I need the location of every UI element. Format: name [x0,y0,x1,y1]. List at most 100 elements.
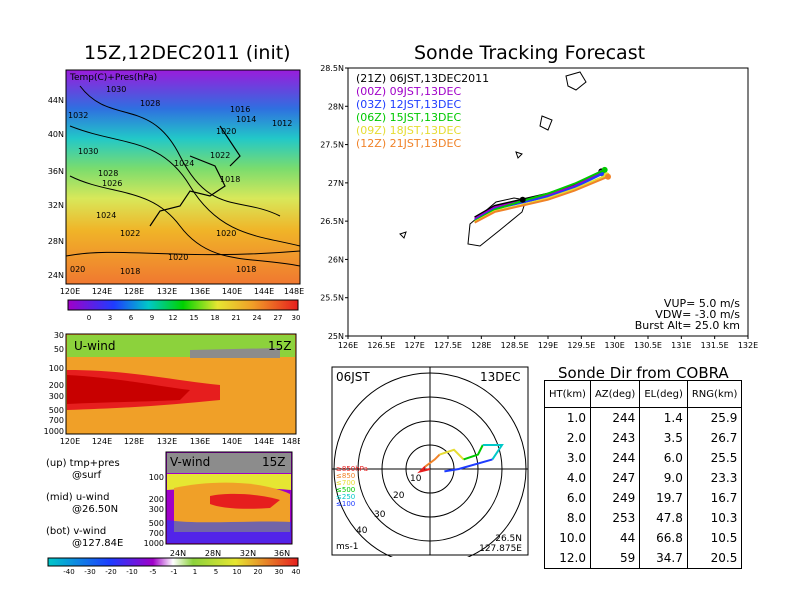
vwind-lat-axis: 24N 28N 32N 36N [170,549,290,558]
svg-text:12: 12 [169,314,178,322]
svg-text:≤100: ≤100 [336,500,355,508]
map-legend: Temp(C)+Pres(hPa) [69,73,157,83]
table-cell: 16.7 [686,488,743,508]
surface-map: 1030 1028 1032 1016 1014 1012 1020 1030 … [48,69,304,322]
table-cell: 3.0 [544,448,591,468]
temp-colorbar [67,299,299,311]
table-cell: 3.5 [639,428,688,448]
svg-text:32N: 32N [48,201,64,210]
table-cell: 1.4 [639,407,688,428]
isobar-label: 1020 [216,127,236,136]
x-tick-label: 128.5E [501,341,529,350]
svg-text:5: 5 [214,568,218,576]
table-cell: 26.7 [686,428,743,448]
isobar-label: 1018 [120,267,140,276]
table-row: 10.0 44 66.8 10.5 [544,528,743,548]
table-cell: 243 [589,428,641,448]
svg-text:15: 15 [190,314,199,322]
isobar-label: 020 [70,265,85,274]
map-title: 15Z,12DEC2011 (init) [84,42,291,64]
isobar-label: 1028 [140,99,160,108]
launch-params: VUP= 5.0 m/s VDW= -3.0 m/s Burst Alt= 25… [635,297,741,332]
x-tick-label: 131E [671,341,691,350]
svg-text:40N: 40N [48,130,64,139]
svg-text:≤250: ≤250 [336,493,355,501]
svg-text:40: 40 [356,526,368,536]
isobar-label: 1022 [210,151,230,160]
track-line [474,168,606,223]
cobra-table: HT(km) AZ(deg) EL(deg) RNG(km) 1.0 244 1.4… [544,380,743,569]
tracking-title: Sonde Tracking Forecast [414,42,646,64]
vwind-colorbar: -40 -30 -20 -10 -5 -1 1 5 10 20 30 40 [47,557,301,576]
svg-text:200: 200 [49,381,64,390]
isobar-label: 1032 [68,111,88,120]
col-header: AZ(deg) [589,380,641,408]
svg-text:21: 21 [232,314,241,322]
svg-text:24: 24 [253,314,262,322]
table-cell: 10.3 [686,508,743,528]
svg-text:1000: 1000 [44,427,64,436]
uwind-lon-axis: 120E 124E 128E 132E 136E 140E 144E 148E [60,437,300,446]
svg-text:-10: -10 [126,568,137,576]
x-tick-label: 127.5E [434,341,462,350]
legend-entry: (03Z) 12JST,13DEC [356,98,461,111]
svg-text:300: 300 [149,505,164,514]
track-endpoint [601,166,608,173]
svg-text:124E: 124E [92,287,112,296]
note-up: (up) tmp+pres [46,458,120,469]
table-cell: 10.0 [544,528,591,548]
svg-text:40: 40 [292,568,301,576]
y-tick-label: 25.5N [320,294,344,303]
temp-colorbar-labels: 0 3 6 9 12 15 18 21 24 27 30 [87,314,301,322]
svg-text:500: 500 [49,406,64,415]
x-tick-label: 128E [471,341,491,350]
svg-text:140E: 140E [222,287,242,296]
x-tick-label: 126E [338,341,358,350]
y-tick-label: 28.5N [320,64,344,73]
svg-text:3: 3 [108,314,112,322]
svg-text:18: 18 [211,314,220,322]
polar-hodograph: 10 20 30 40 06JST 13DEC ≥850hPa ≤850 ≤70… [331,366,529,557]
x-tick-label: 126.5E [367,341,395,350]
x-tick-label: 131.5E [701,341,729,350]
table-row: 2.0 243 3.5 26.7 [544,428,743,448]
legend-entry: (09Z) 18JST,13DEC [356,124,461,137]
table-row: 8.0 253 47.8 10.3 [544,508,743,528]
notes-block: (up) tmp+pres @surf (mid) u-wind @26.50N… [46,458,123,550]
svg-text:≤500: ≤500 [336,486,355,494]
svg-text:148E: 148E [284,287,304,296]
uwind-time: 15Z [268,339,292,353]
table-row: 12.0 59 34.7 20.5 [544,548,743,569]
vwind-section: V-wind 15Z 100 200 300 500 700 1000 24N … [144,451,293,558]
y-tick-label: 27.5N [320,141,344,150]
svg-text:-1: -1 [171,568,178,576]
svg-text:120E: 120E [60,437,80,446]
svg-text:0: 0 [87,314,91,322]
polar-lon: 127.875E [479,544,522,554]
svg-text:128E: 128E [124,287,144,296]
hodo-segment [424,453,441,468]
note-bot-level: @127.84E [72,538,124,549]
isobar-label: 1020 [168,253,188,262]
y-tick-label: 26.5N [320,217,344,226]
table-cell: 47.8 [639,508,688,528]
vwind-label: V-wind [170,455,210,469]
svg-text:30: 30 [292,314,301,322]
svg-text:-20: -20 [105,568,116,576]
note-up-level: @surf [72,470,102,481]
isobar-label: 1018 [236,265,256,274]
table-cell: 8.0 [544,508,591,528]
svg-text:24N: 24N [48,271,64,280]
isobar-label: 1016 [230,105,250,114]
isobar-label: 1022 [120,229,140,238]
svg-text:1: 1 [193,568,197,576]
svg-text:28N: 28N [205,549,221,558]
hodo-segment [444,458,493,473]
isobar-label: 1020 [216,229,236,238]
svg-text:128E: 128E [124,437,144,446]
y-tick-label: 28N [328,102,344,111]
isobar-label: 1030 [78,147,98,156]
svg-text:6: 6 [129,314,134,322]
ring-labels: 10 20 30 40 [356,474,422,536]
polar-lat: 26.5N [495,534,522,544]
